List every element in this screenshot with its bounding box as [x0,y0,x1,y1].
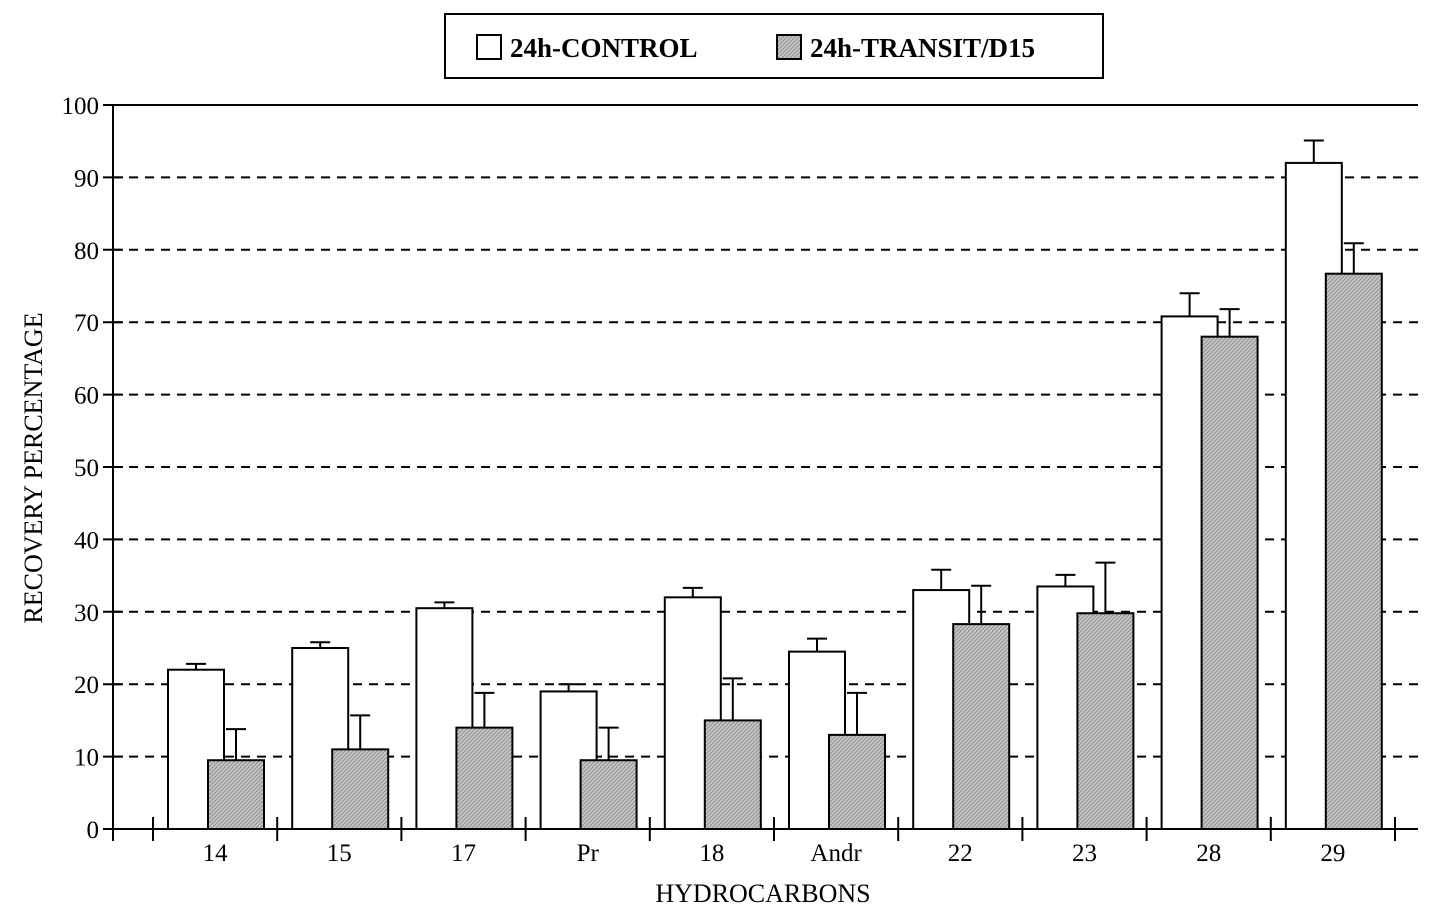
x-tick-label-Andr: Andr [810,840,862,867]
bar-transit-29 [1324,272,1383,830]
legend: 24h-CONTROL 24h-TRANSIT/D15 [444,13,1104,79]
y-tick-label-20: 20 [74,672,99,699]
bar-transit-Andr [828,733,886,831]
legend-label-transit: 24h-TRANSIT/D15 [810,33,1035,63]
x-tick-label-23: 23 [1072,840,1097,867]
x-tick-label-18: 18 [699,840,724,867]
y-tick-label-30: 30 [74,600,99,627]
x-axis-title: HYDROCARBONS [655,879,870,908]
bar-transit-17 [455,726,514,831]
bar-transit-22 [952,623,1011,830]
bar-transit-15 [331,748,390,830]
bar-transit-14 [207,759,265,830]
legend-swatch-transit [776,34,802,60]
x-tick-label-14: 14 [203,840,229,867]
bar-control-18 [663,596,722,830]
bar-transit-Pr [579,759,638,830]
y-tick-labels: 0 10 20 30 40 50 60 70 80 90 100 [62,93,100,844]
legend-swatch-control [476,34,502,60]
y-tick-label-0: 0 [87,817,100,844]
y-tick-label-70: 70 [74,310,99,337]
bar-transit-28 [1200,335,1259,830]
y-tick-label-80: 80 [74,238,99,265]
bars [167,139,1383,831]
y-tick-label-90: 90 [74,165,99,192]
x-tick-label-Pr: Pr [577,840,600,867]
x-tick-label-22: 22 [948,840,973,867]
bar-transit-18 [703,719,762,831]
y-tick-label-40: 40 [74,527,99,554]
axes [103,104,1418,841]
y-tick-label-100: 100 [62,93,100,120]
y-tick-label-60: 60 [74,383,99,410]
legend-label-control: 24h-CONTROL [510,33,698,63]
x-tick-label-29: 29 [1320,840,1345,867]
x-tick-label-17: 17 [451,840,476,867]
y-tick-label-50: 50 [74,455,99,482]
x-tick-label-15: 15 [327,840,352,867]
x-tick-labels: 14 15 17 Pr 18 Andr 22 23 28 29 [203,840,1346,867]
y-tick-label-10: 10 [74,745,99,772]
legend-frame [444,13,1104,79]
bar-transit-23 [1076,612,1135,830]
y-axis-title: RECOVERY PERCENTAGE [19,312,48,623]
x-tick-label-28: 28 [1196,840,1221,867]
